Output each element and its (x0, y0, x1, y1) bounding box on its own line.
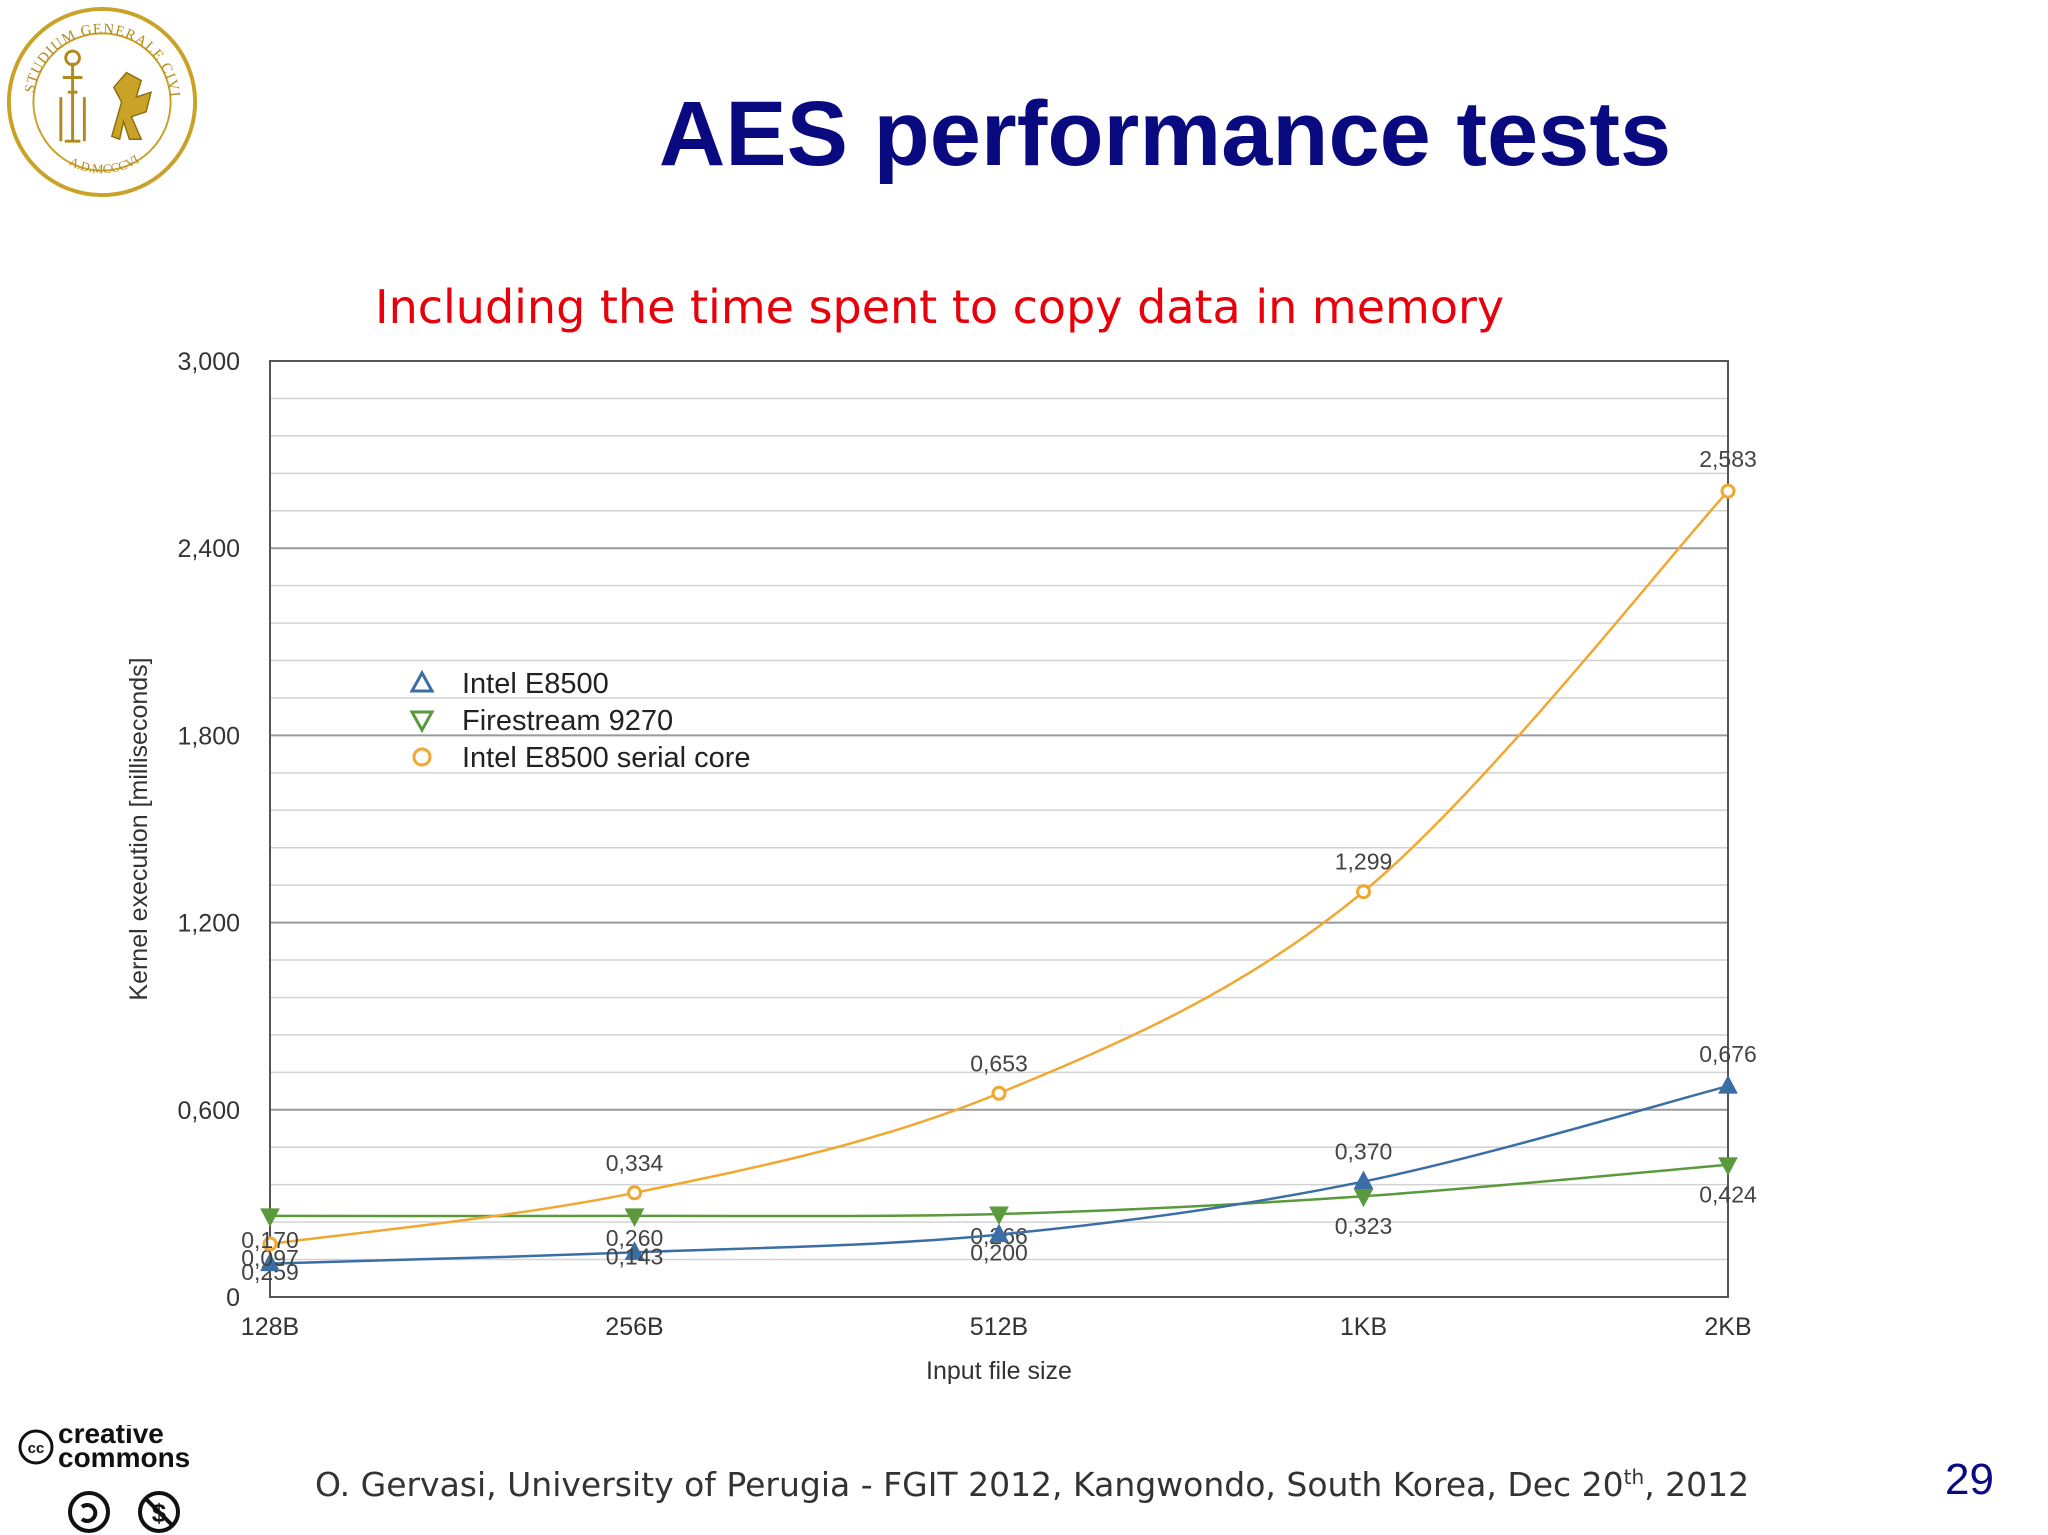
y-tick-label: 0,600 (177, 1097, 240, 1125)
legend-label: Firestream 9270 (462, 705, 673, 737)
plot-frame (269, 360, 1729, 1298)
y-tick-label: 1,200 (177, 910, 240, 938)
x-tick-label: 256B (605, 1313, 663, 1341)
data-point-marker (991, 1085, 1007, 1101)
data-point-marker (989, 1223, 1009, 1243)
x-axis-title: Input file size (926, 1357, 1072, 1385)
data-label: 0,370 (1335, 1139, 1393, 1165)
creative-commons-logo: cc creative commons $ (18, 1425, 190, 1533)
footer-year: , 2012 (1644, 1465, 1750, 1504)
data-point-marker (1353, 1188, 1374, 1208)
page-number: 29 (1945, 1455, 1994, 1504)
data-point-marker (627, 1185, 642, 1201)
x-tick-label: 2KB (1704, 1313, 1751, 1341)
legend-marker (412, 747, 432, 767)
slide-title: AES performance tests (658, 83, 1672, 185)
data-point-marker (1718, 1157, 1738, 1176)
chart-legend: Intel E8500 Firestream 9270 Intel E8500 se… (409, 668, 751, 774)
data-label: 0,170 (241, 1227, 299, 1253)
data-point-marker (624, 1241, 645, 1260)
legend-label: Intel E8500 serial core (462, 742, 751, 774)
slide-footer: O. Gervasi, University of Perugia - FGIT… (315, 1465, 1749, 1504)
svg-text:cc: cc (28, 1440, 45, 1457)
y-tick-label: 2,400 (177, 535, 240, 563)
legend-marker (409, 710, 435, 734)
university-seal-logo: STUDIUM GENERALE CIVITATIS PERUSII A.D.M… (4, 4, 198, 198)
noncommercial-icon: $ (138, 1491, 180, 1533)
data-point-marker (262, 1236, 278, 1252)
x-axis-ticks: 128B 256B 512B 1KB 2KB (241, 1313, 1752, 1341)
series-line (269, 490, 1729, 1246)
chart-series: 0,2590,2600,2660,3230,4240,0970,1430,200… (241, 446, 1757, 1285)
y-axis-ticks: 0 0,600 1,200 1,800 2,400 3,000 (177, 348, 240, 1312)
data-point-marker (1356, 884, 1371, 900)
cc-logo-line2: commons (58, 1442, 190, 1473)
y-tick-label: 3,000 (177, 348, 240, 376)
footer-text: O. Gervasi, University of Perugia - FGIT… (315, 1465, 1624, 1504)
attribution-icon (68, 1491, 110, 1533)
data-label: 2,583 (1699, 446, 1757, 472)
data-point-marker (624, 1208, 645, 1227)
data-label: 0,143 (606, 1243, 664, 1269)
footer-superscript: th (1623, 1465, 1645, 1489)
cc-icon (18, 1429, 54, 1465)
chart-gridlines (270, 397, 1728, 1261)
data-point-marker (1353, 1170, 1374, 1190)
legend-label: Intel E8500 (462, 668, 609, 700)
data-label: 0,676 (1699, 1041, 1757, 1067)
data-label: 0,653 (970, 1050, 1028, 1076)
data-label: 0,424 (1699, 1182, 1757, 1208)
data-point-marker (260, 1252, 280, 1272)
cc-logo-line1: creative (58, 1425, 164, 1449)
x-tick-label: 1KB (1340, 1313, 1387, 1341)
data-point-marker (1720, 483, 1736, 499)
data-label: 0,200 (970, 1240, 1028, 1266)
data-point-marker (1718, 1075, 1738, 1094)
x-tick-label: 512B (970, 1313, 1028, 1341)
x-tick-label: 128B (241, 1313, 299, 1341)
data-point-marker (260, 1208, 280, 1227)
data-label: 1,299 (1335, 849, 1393, 875)
data-label: 0,323 (1335, 1213, 1393, 1239)
y-axis-title: Kernel execution [milliseconds] (125, 657, 153, 1000)
data-point-marker (989, 1206, 1009, 1226)
chart-subtitle: Including the time spent to copy data in… (375, 280, 1505, 334)
y-tick-label: 1,800 (177, 722, 240, 750)
data-label: 0,334 (606, 1150, 664, 1176)
legend-marker (409, 669, 435, 693)
y-tick-label: 0 (226, 1284, 240, 1312)
